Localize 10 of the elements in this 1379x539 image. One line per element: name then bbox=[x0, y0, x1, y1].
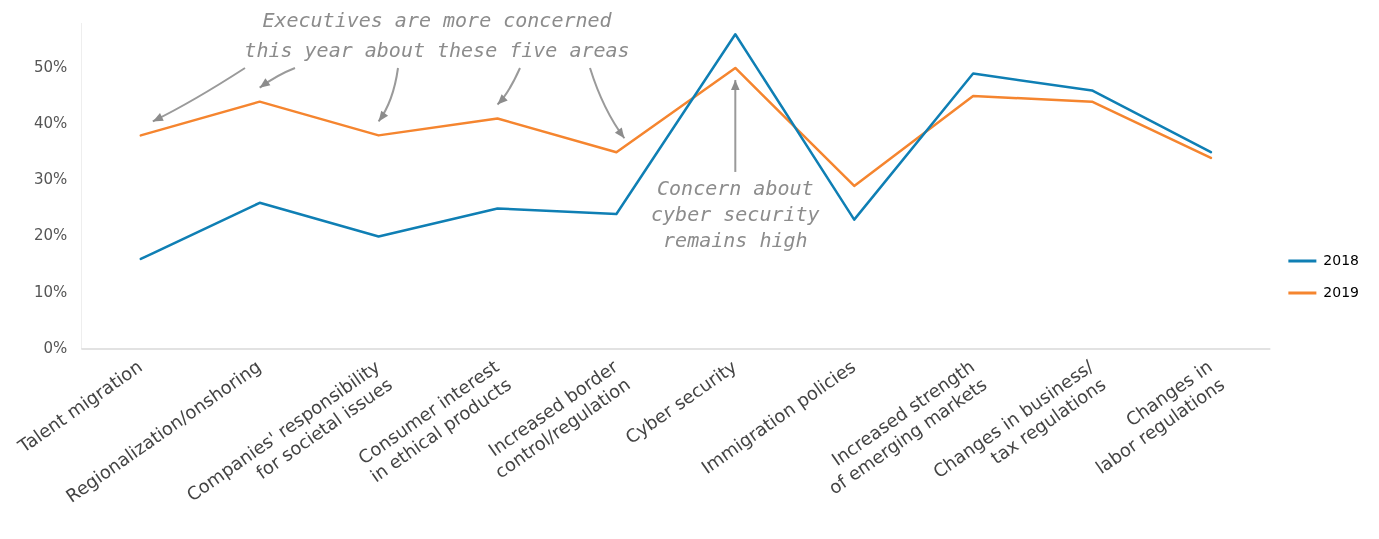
y-tick-label: 0% bbox=[43, 338, 68, 357]
y-tick-label: 20% bbox=[34, 226, 68, 245]
y-tick-label: 30% bbox=[34, 170, 68, 189]
y-tick-label: 40% bbox=[34, 114, 68, 133]
y-tick-label: 50% bbox=[34, 57, 68, 76]
legend-label: 2018 bbox=[1323, 251, 1360, 268]
annotation: Executives are more concerned this year about these five areas bbox=[244, 8, 630, 63]
annotation: Concern about cyber security remains high bbox=[651, 176, 820, 253]
legend-label: 2019 bbox=[1323, 283, 1360, 300]
y-tick-label: 10% bbox=[34, 282, 68, 301]
